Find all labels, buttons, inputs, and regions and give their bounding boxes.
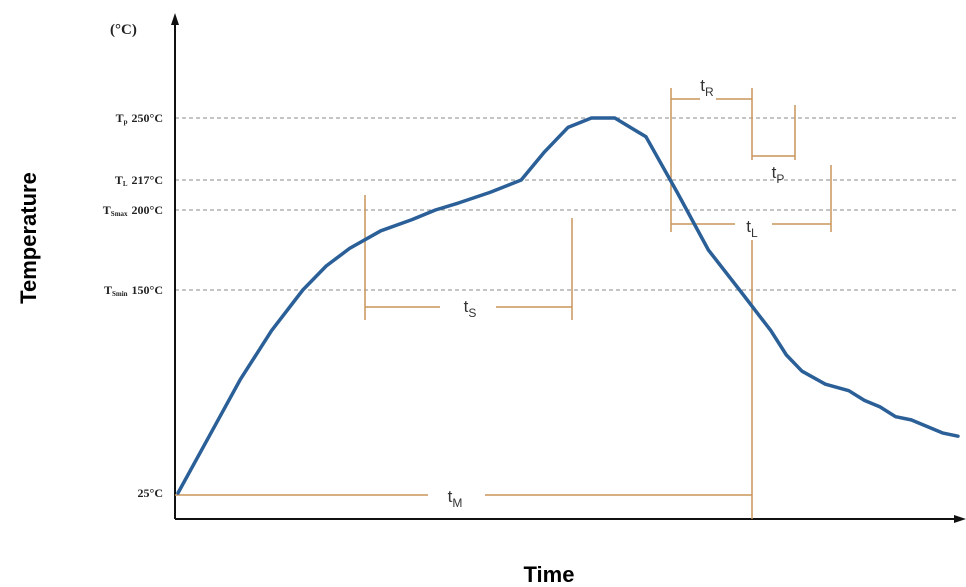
temperature-curve [176, 116, 960, 495]
phase-markers [175, 88, 832, 519]
axes [171, 13, 966, 523]
y-axis-unit: (°C) [110, 22, 137, 38]
t-l-label: tL [746, 217, 758, 240]
reference-lines [175, 117, 958, 291]
y-tick-label-p: Tp 250°C [116, 111, 163, 126]
x-axis-arrow [954, 515, 966, 523]
y-axis-arrow [171, 13, 179, 25]
y-tick-labels: Tp 250°C TL 217°C TSmax 200°C TSmin 150°C 25°C [103, 111, 163, 500]
y-tick-label-l: TL 217°C [115, 173, 163, 188]
y-axis-title: Temperature [16, 172, 41, 304]
y-tick-label-base: 25°C [138, 486, 163, 500]
x-axis-title: Time [524, 562, 575, 587]
phase-annotations: tS tR tP tL tM [448, 76, 785, 510]
t-m-label: tM [448, 487, 463, 510]
t-p-label: tP [772, 163, 785, 186]
t-r-label: tR [700, 76, 714, 99]
t-s-label: tS [464, 297, 477, 320]
y-tick-label-smax: TSmax 200°C [103, 203, 163, 218]
y-tick-label-smin: TSmin 150°C [104, 283, 163, 298]
